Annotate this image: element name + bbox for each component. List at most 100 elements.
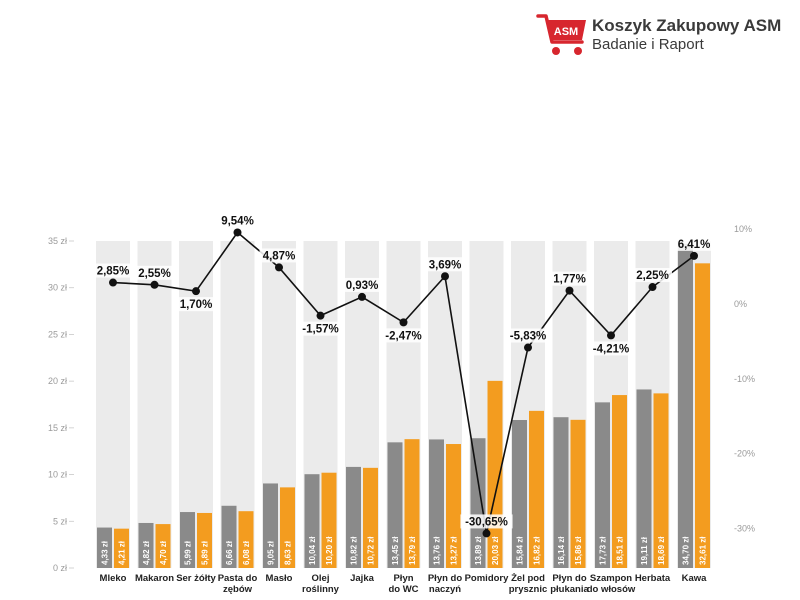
- category-label: zębów: [223, 584, 253, 595]
- change-label-background: [588, 341, 634, 356]
- bar-current: [321, 472, 337, 568]
- category-label: Ser żółty: [176, 573, 216, 584]
- category-label: Mleko: [100, 573, 127, 584]
- change-label: -2,47%: [385, 330, 421, 342]
- bar-value-label: 6,66 zł: [225, 540, 234, 565]
- change-label-background: [218, 213, 257, 228]
- change-point: [441, 272, 449, 281]
- bar-value-label: 13,79 zł: [408, 536, 417, 565]
- change-label: 1,70%: [180, 299, 213, 311]
- bar-current: [446, 444, 461, 568]
- y-axis-right-tick-label: 10%: [734, 224, 752, 234]
- change-point: [150, 280, 159, 289]
- bar-value-label: 15,86 zł: [574, 536, 583, 565]
- change-label-background: [259, 248, 299, 263]
- bar-value-label: 20,03 zł: [491, 536, 500, 565]
- change-label: 1,77%: [553, 274, 586, 286]
- category-label: Kawa: [682, 573, 708, 584]
- change-label-background: [674, 236, 714, 251]
- bar-previous: [387, 442, 403, 568]
- change-label-background: [425, 257, 465, 272]
- y-axis-left-tick-label: 10 zł: [48, 470, 67, 480]
- change-point: [607, 331, 615, 340]
- bar-value-label: 10,82 zł: [350, 536, 359, 565]
- category-label: Szampon: [590, 573, 632, 584]
- y-axis-left-tick-label: 30 zł: [48, 283, 67, 293]
- bar-current: [695, 263, 710, 568]
- category-label: Płyn: [393, 573, 413, 584]
- logo: ASM Koszyk Zakupowy ASM Badanie i Raport: [536, 10, 781, 58]
- bar-value-label: 32,61 zł: [699, 536, 708, 565]
- bar-value-label: 8,63 zł: [284, 540, 293, 565]
- bar-previous: [263, 483, 278, 568]
- change-label: 3,69%: [429, 259, 462, 271]
- y-axis-left-tick-label: 0 zł: [53, 563, 67, 573]
- bar-current: [155, 524, 171, 568]
- bar-current: [529, 410, 544, 568]
- bar-current: [238, 511, 254, 568]
- category-label: Płyn do: [428, 573, 463, 584]
- change-label: -1,57%: [302, 324, 338, 336]
- bar-value-label: 19,11 zł: [640, 536, 649, 565]
- y-axis-left-tick-label: 15 zł: [48, 423, 67, 433]
- change-label-background: [550, 271, 589, 286]
- category-label: Masło: [266, 573, 293, 584]
- bar-value-label: 34,70 zł: [682, 536, 691, 565]
- change-label-background: [342, 277, 382, 292]
- logo-mark: ASM: [554, 26, 578, 38]
- category-label: Herbata: [635, 573, 671, 584]
- change-label: 0,93%: [346, 280, 379, 292]
- bar-previous: [97, 527, 112, 568]
- change-label: -4,21%: [593, 343, 629, 355]
- change-label: 6,41%: [678, 239, 711, 251]
- bar-value-label: 16,82 zł: [533, 536, 542, 565]
- bar-previous: [429, 439, 444, 568]
- change-label-background: [633, 268, 672, 283]
- category-label: do WC: [388, 584, 418, 595]
- bar-previous: [595, 402, 610, 568]
- y-axis-right-tick-label: -30%: [734, 524, 755, 534]
- bar-previous: [636, 389, 652, 568]
- change-label: 9,54%: [221, 215, 254, 227]
- shopping-cart-icon: ASM: [536, 14, 586, 55]
- change-label-background: [135, 265, 174, 280]
- logo-subtitle: Badanie i Raport: [592, 36, 704, 53]
- y-axis-right-tick-label: -20%: [734, 449, 755, 459]
- bar-current: [404, 439, 420, 568]
- change-label: -5,83%: [510, 331, 546, 343]
- bar-current: [280, 487, 295, 568]
- bar-value-label: 6,08 zł: [242, 540, 251, 565]
- bar-value-label: 4,82 zł: [142, 540, 151, 565]
- bar-value-label: 18,69 zł: [657, 536, 666, 565]
- change-point: [233, 228, 242, 237]
- bar-value-label: 5,89 zł: [201, 540, 210, 565]
- bar-value-label: 10,20 zł: [325, 536, 334, 565]
- bar-value-label: 13,76 zł: [433, 536, 442, 565]
- change-point: [482, 529, 491, 538]
- bar-previous: [221, 505, 237, 568]
- category-label: Olej: [312, 573, 330, 584]
- change-point: [316, 311, 325, 320]
- y-axis-left-tick-label: 5 zł: [53, 516, 67, 526]
- change-point: [109, 278, 117, 287]
- bar-previous: [678, 243, 693, 568]
- bar-value-label: 10,72 zł: [367, 536, 376, 565]
- bar-value-label: 4,33 zł: [101, 540, 110, 565]
- category-label: Płyn do: [552, 573, 587, 584]
- bar-previous: [304, 474, 320, 568]
- change-label: 2,55%: [138, 268, 171, 280]
- y-axis-left-tick-label: 25 zł: [48, 329, 67, 339]
- bar-background: [96, 241, 130, 568]
- change-label-background: [176, 297, 216, 312]
- category-label: Pasta do: [218, 573, 258, 584]
- change-label-background: [380, 328, 427, 343]
- bar-previous: [138, 522, 154, 568]
- bar-previous: [346, 466, 361, 568]
- change-point: [192, 287, 200, 296]
- bar-current: [653, 393, 669, 568]
- category-label: prysznic: [509, 584, 548, 595]
- bar-value-label: 13,45 zł: [391, 536, 400, 565]
- bar-previous: [180, 512, 195, 568]
- change-label-background: [297, 321, 344, 336]
- bar-value-label: 9,05 zł: [267, 540, 276, 565]
